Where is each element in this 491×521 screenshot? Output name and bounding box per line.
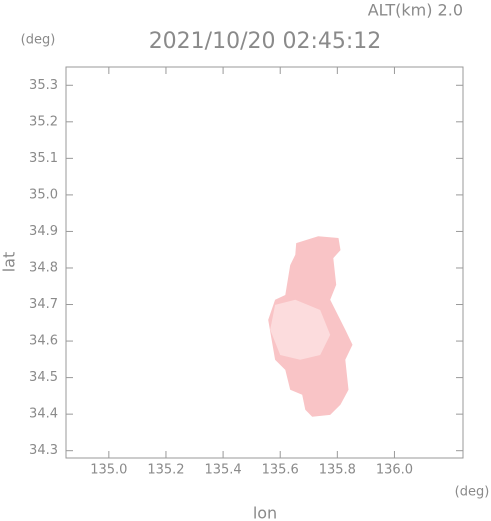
y-tick-label: 34.9 [29,224,58,239]
y-tick-label: 34.6 [29,334,58,349]
y-unit: (deg) [21,33,56,48]
y-tick-label: 34.4 [29,407,58,422]
y-tick-label: 34.5 [29,370,58,385]
y-tick-label: 35.0 [29,187,58,202]
x-tick-label: 135.4 [204,463,241,478]
plot-frame [65,66,464,459]
x-axis-label: lon [253,504,277,521]
x-tick-label: 135.0 [90,463,127,478]
echo-area [270,299,331,360]
y-tick-label: 34.8 [29,260,58,275]
y-axis-label: lat [0,252,19,273]
y-tick-label: 35.3 [29,78,58,93]
y-tick-label: 34.3 [29,443,58,458]
y-tick-label: 35.1 [29,151,58,166]
x-tick-label: 135.2 [147,463,184,478]
y-tick-label: 35.2 [29,114,58,129]
chart-title: 2021/10/20 02:45:12 [149,29,382,54]
y-tick-label: 34.7 [29,297,58,312]
x-tick-label: 135.8 [319,463,356,478]
altitude-label: ALT(km) 2.0 [368,1,463,20]
x-tick-label: 136.0 [376,463,413,478]
x-unit: (deg) [455,485,490,500]
x-tick-label: 135.6 [262,463,299,478]
